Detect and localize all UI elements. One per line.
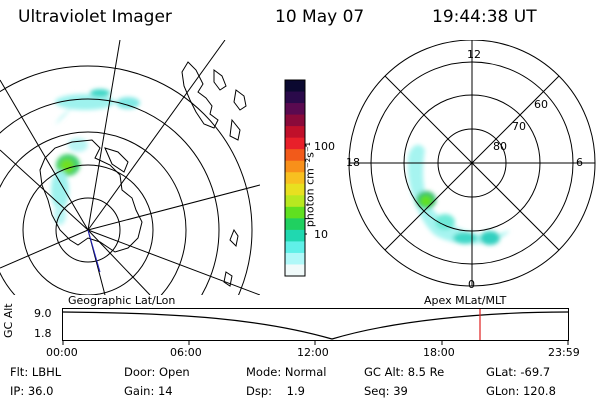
mlt-label-6: 6 (576, 156, 583, 169)
colorbar-stripe (285, 172, 305, 185)
colorbar-stripe (285, 91, 305, 104)
mlat-label-60: 60 (534, 98, 548, 111)
geographic-auroral-map (0, 40, 260, 295)
image-time: 19:44:38 UT (432, 7, 537, 27)
right-map-caption: Apex MLat/MLT (424, 294, 507, 307)
time-tick-0600: 06:00 (170, 346, 202, 359)
info-gain: Gain: 14 (124, 384, 173, 398)
colorbar-stripe (285, 183, 305, 196)
colorbar-stripe (285, 252, 305, 266)
colorbar-unit-label: photon cm⁻²s⁻¹ (303, 141, 317, 228)
info-ip: IP: 36.0 (10, 384, 54, 398)
instrument-title: Ultraviolet Imager (18, 7, 172, 27)
colorbar-stripe (285, 218, 305, 231)
time-tick-1800: 18:00 (423, 346, 455, 359)
info-flt: Flt: LBHL (10, 365, 62, 379)
colorbar-stripe (285, 195, 305, 208)
colorbar-tick-10: 10 (314, 228, 328, 241)
colorbar-tick-100: 100 (314, 140, 335, 153)
info-mode: Mode: Normal (246, 365, 327, 379)
colorbar-stripe (285, 114, 305, 127)
colorbar-stripe (285, 149, 305, 162)
colorbar-stripe (285, 80, 305, 93)
colorbar-stripe (285, 103, 305, 116)
intensity-colorbar (284, 79, 307, 277)
image-date: 10 May 07 (275, 7, 365, 27)
colorbar-stripe (285, 264, 305, 277)
altitude-curve (62, 311, 569, 340)
time-tick-1200: 12:00 (297, 346, 329, 359)
left-map-caption: Geographic Lat/Lon (68, 294, 176, 307)
mlt-label-0: 0 (468, 278, 475, 291)
mlat-label-70: 70 (512, 120, 526, 133)
info-seq: Seq: 39 (364, 384, 408, 398)
info-glat: GLat: -69.7 (486, 365, 551, 379)
colorbar-stripe (285, 241, 305, 254)
info-door: Door: Open (124, 365, 190, 379)
info-dsp: Dsp: 1.9 (246, 384, 305, 398)
colorbar-stripe (285, 206, 305, 219)
colorbar-stripe (285, 126, 305, 139)
colorbar-stripe (285, 160, 305, 173)
time-tick-2359: 23:59 (548, 346, 580, 359)
altitude-ytick-1-8: 1.8 (34, 327, 52, 340)
info-glon: GLon: 120.8 (486, 384, 556, 398)
mlt-label-12: 12 (467, 48, 481, 61)
info-gc-alt: GC Alt: 8.5 Re (364, 365, 445, 379)
mlat-label-80: 80 (493, 140, 507, 153)
colorbar-stripe (285, 229, 305, 243)
magnetic-polar-map (348, 40, 596, 287)
altitude-ylabel: GC Alt (2, 303, 15, 338)
colorbar-stripe (285, 137, 305, 150)
altitude-plot (62, 308, 569, 345)
mlt-label-18: 18 (346, 156, 360, 169)
altitude-ytick-9: 9.0 (34, 307, 52, 320)
time-tick-0000: 00:00 (46, 346, 78, 359)
